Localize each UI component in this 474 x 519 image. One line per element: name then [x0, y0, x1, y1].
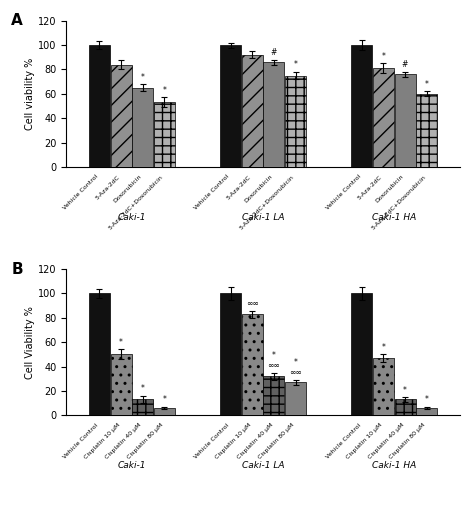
Text: A: A: [11, 13, 23, 29]
Bar: [394, 74, 416, 167]
Text: 5-Aza-2dC+Doxorubicin: 5-Aza-2dC+Doxorubicin: [370, 174, 427, 230]
Text: ∞∞: ∞∞: [246, 299, 259, 308]
Text: *: *: [119, 338, 123, 347]
Text: *: *: [382, 343, 385, 352]
Text: *: *: [141, 73, 145, 81]
Text: Caki-1: Caki-1: [118, 213, 146, 222]
Text: Caki-1 LA: Caki-1 LA: [242, 461, 284, 470]
Text: *: *: [163, 395, 166, 404]
Text: Doxorubicin: Doxorubicin: [375, 174, 405, 204]
Text: *: *: [293, 60, 298, 70]
Bar: [351, 45, 372, 167]
Text: Vehicle Control: Vehicle Control: [63, 422, 100, 459]
Text: 5-Aza-2dC: 5-Aza-2dC: [226, 174, 252, 200]
Text: Doxorubicin: Doxorubicin: [244, 174, 274, 204]
Text: 5-Aza-2dC: 5-Aza-2dC: [357, 174, 383, 200]
Text: #: #: [271, 48, 277, 57]
Text: Caki-1 HA: Caki-1 HA: [372, 461, 416, 470]
Text: Cisplatin 10 μM: Cisplatin 10 μM: [83, 422, 121, 460]
Text: *
∞∞: * ∞∞: [267, 351, 280, 370]
Text: 5-Aza-2dC+Doxorubicin: 5-Aza-2dC+Doxorubicin: [239, 174, 295, 230]
Bar: [220, 293, 241, 415]
Text: Cisplatin 80 μM: Cisplatin 80 μM: [258, 422, 295, 460]
Text: Caki-1 HA: Caki-1 HA: [372, 213, 416, 222]
Text: Vehicle Control: Vehicle Control: [193, 422, 231, 459]
Bar: [89, 45, 110, 167]
Bar: [285, 76, 306, 167]
Bar: [132, 88, 153, 167]
Text: *: *: [163, 86, 166, 95]
Text: Cisplatin 10 μM: Cisplatin 10 μM: [346, 422, 383, 460]
Bar: [373, 358, 394, 415]
Text: Vehicle Control: Vehicle Control: [63, 174, 100, 211]
Text: *: *: [425, 80, 428, 89]
Text: *
∞∞: * ∞∞: [289, 358, 302, 377]
Bar: [373, 68, 394, 167]
Text: B: B: [11, 262, 23, 277]
Bar: [154, 408, 175, 415]
Text: Cisplatin 40 μM: Cisplatin 40 μM: [367, 422, 405, 460]
Bar: [416, 408, 437, 415]
Text: Vehicle Control: Vehicle Control: [325, 174, 362, 211]
Bar: [394, 400, 416, 415]
Text: Cisplatin 40 μM: Cisplatin 40 μM: [105, 422, 143, 460]
Text: Doxorubicin: Doxorubicin: [113, 174, 143, 204]
Text: *: *: [141, 384, 145, 393]
Bar: [242, 55, 263, 167]
Bar: [416, 94, 437, 167]
Bar: [264, 376, 284, 415]
Bar: [264, 62, 284, 167]
Y-axis label: Cell viability %: Cell viability %: [26, 58, 36, 130]
Bar: [110, 64, 132, 167]
Text: Vehicle Control: Vehicle Control: [193, 174, 231, 211]
Bar: [351, 293, 372, 415]
Bar: [89, 293, 110, 415]
Bar: [154, 102, 175, 167]
Bar: [285, 383, 306, 415]
Bar: [132, 400, 153, 415]
Text: *: *: [403, 386, 407, 394]
Text: #: #: [402, 60, 408, 70]
Text: Cisplatin 40 μM: Cisplatin 40 μM: [236, 422, 274, 460]
Text: Caki-1: Caki-1: [118, 461, 146, 470]
Text: Cisplatin 10 μM: Cisplatin 10 μM: [215, 422, 252, 460]
Bar: [242, 314, 263, 415]
Text: Caki-1 LA: Caki-1 LA: [242, 213, 284, 222]
Text: 5-Aza-2dC+Doxorubicin: 5-Aza-2dC+Doxorubicin: [108, 174, 164, 230]
Text: Cisplatin 80 μM: Cisplatin 80 μM: [127, 422, 164, 460]
Text: *: *: [382, 52, 385, 61]
Text: *: *: [425, 395, 428, 404]
Y-axis label: Cell Viability %: Cell Viability %: [26, 306, 36, 378]
Text: Cisplatin 80 μM: Cisplatin 80 μM: [389, 422, 427, 460]
Text: Vehicle Control: Vehicle Control: [325, 422, 362, 459]
Bar: [110, 354, 132, 415]
Bar: [220, 45, 241, 167]
Text: 5-Aza-2dC: 5-Aza-2dC: [95, 174, 121, 200]
